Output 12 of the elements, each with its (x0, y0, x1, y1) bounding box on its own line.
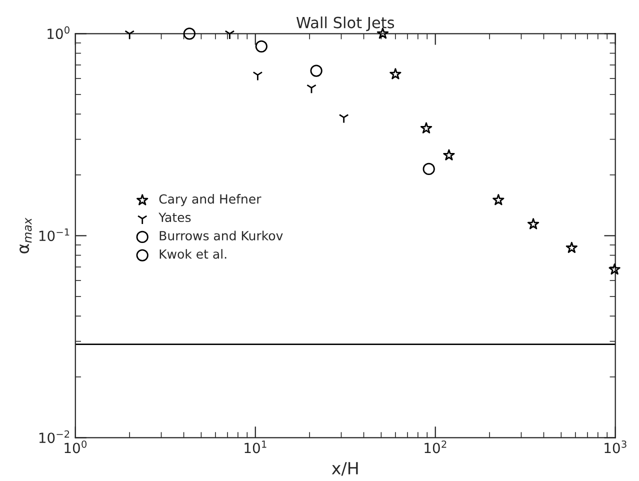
x-tick-label: 10$^{1}$ (244, 440, 266, 454)
x-axis-title: x/H (332, 462, 358, 476)
legend-label: Burrows and Kurkov (160, 230, 283, 240)
chart-title: Wall Slot Jets (296, 16, 394, 32)
y-tick-label: 10$^{0}$ (48, 26, 70, 40)
x-tick-label: 10$^{3}$ (604, 440, 626, 454)
legend-label: Cary and Hefner (159, 194, 262, 206)
x-tick-label: 10$^{2}$ (424, 440, 446, 454)
legend-label: Kwok et al. (160, 249, 226, 259)
legend-label: Yates (158, 212, 191, 222)
y-tick-label: 10$^{−1}$ (39, 228, 70, 242)
y-axis-title: α$_{max}$ (20, 218, 32, 254)
